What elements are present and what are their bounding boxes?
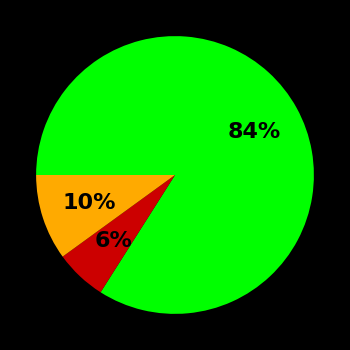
- Wedge shape: [36, 36, 314, 314]
- Wedge shape: [36, 175, 175, 257]
- Text: 84%: 84%: [228, 121, 281, 141]
- Text: 10%: 10%: [62, 193, 116, 213]
- Text: 6%: 6%: [94, 231, 132, 251]
- Wedge shape: [63, 175, 175, 292]
